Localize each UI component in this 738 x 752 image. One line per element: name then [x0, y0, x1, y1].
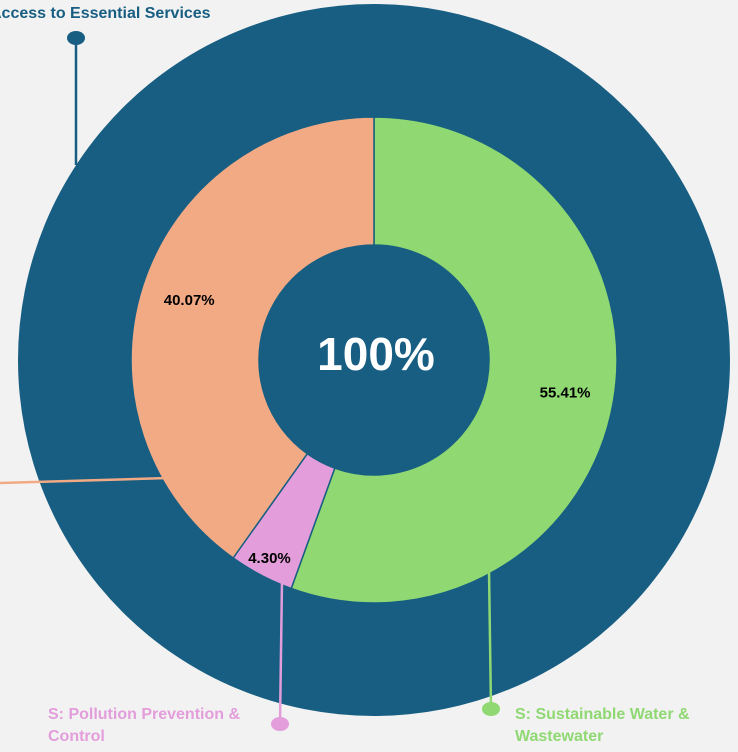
data-label: 4.30% — [248, 550, 291, 567]
leader-dot — [482, 702, 500, 716]
center-hole — [259, 245, 489, 475]
category-label: S: Sustainable Water & Wastewater — [515, 706, 690, 745]
leader-line — [0, 476, 169, 485]
leader-line — [278, 579, 284, 725]
category-label: Access to Essential Services — [0, 5, 211, 22]
center-label: 100% — [317, 328, 435, 380]
leader-dot — [271, 717, 289, 731]
leader-line — [487, 569, 493, 710]
data-label: 40.07% — [164, 292, 215, 309]
category-label: S: Pollution Prevention & Control — [48, 706, 241, 745]
data-label: 55.41% — [540, 385, 591, 402]
leader-dot — [67, 31, 85, 45]
